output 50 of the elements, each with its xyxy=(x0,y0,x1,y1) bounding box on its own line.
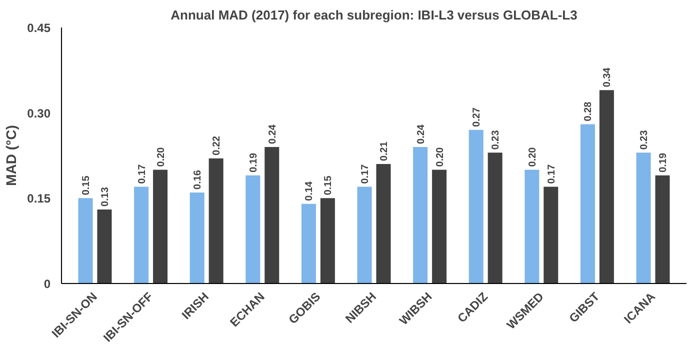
data-label: 0.17 xyxy=(360,164,372,184)
y-tick-label: 0.45 xyxy=(27,21,51,35)
bar xyxy=(655,175,670,284)
bar xyxy=(544,186,558,284)
data-label: 0.17 xyxy=(136,164,148,184)
data-label: 0.20 xyxy=(527,146,538,167)
data-label: 0.16 xyxy=(192,170,204,190)
data-label: 0.15 xyxy=(80,175,92,196)
bar xyxy=(97,210,112,284)
bar xyxy=(488,152,502,284)
bar xyxy=(208,158,224,284)
data-label: 0.21 xyxy=(378,141,390,162)
bar xyxy=(301,204,316,284)
bar xyxy=(432,170,447,284)
data-label: 0.24 xyxy=(416,124,427,144)
data-label: 0.24 xyxy=(267,124,278,144)
data-label: 0.23 xyxy=(490,130,502,150)
bar xyxy=(320,198,335,284)
bar xyxy=(468,130,484,284)
bar xyxy=(413,146,428,284)
data-label: 0.19 xyxy=(248,152,260,172)
data-label: 0.13 xyxy=(100,186,111,207)
bar xyxy=(78,198,93,284)
bar xyxy=(580,124,595,284)
data-label: 0.19 xyxy=(658,152,670,172)
data-label: 0.15 xyxy=(323,175,334,196)
bar xyxy=(153,170,168,284)
data-label: 0.17 xyxy=(546,164,558,184)
data-label: 0.22 xyxy=(212,135,223,156)
bar xyxy=(357,186,372,284)
bar xyxy=(264,146,280,284)
bar xyxy=(246,175,260,284)
data-label: 0.34 xyxy=(602,67,614,88)
bar xyxy=(376,164,391,284)
bar xyxy=(599,90,614,284)
y-tick-label: 0.30 xyxy=(27,106,51,120)
y-tick-label: 0.15 xyxy=(27,192,51,206)
bar xyxy=(134,186,149,284)
data-label: 0.20 xyxy=(156,146,167,167)
bar xyxy=(524,170,540,284)
y-axis-title: MAD (°C) xyxy=(3,125,20,186)
data-label: 0.23 xyxy=(639,130,650,150)
data-label: 0.27 xyxy=(472,107,483,127)
data-label: 0.14 xyxy=(304,180,316,201)
bar xyxy=(636,152,651,284)
y-tick-label: 0 xyxy=(44,277,51,291)
bar xyxy=(190,192,204,284)
data-label: 0.20 xyxy=(434,146,446,167)
chart-title: Annual MAD (2017) for each subregion: IBI-L3 versus GLOBAL-L3 xyxy=(170,8,578,22)
data-label: 0.28 xyxy=(583,101,594,122)
